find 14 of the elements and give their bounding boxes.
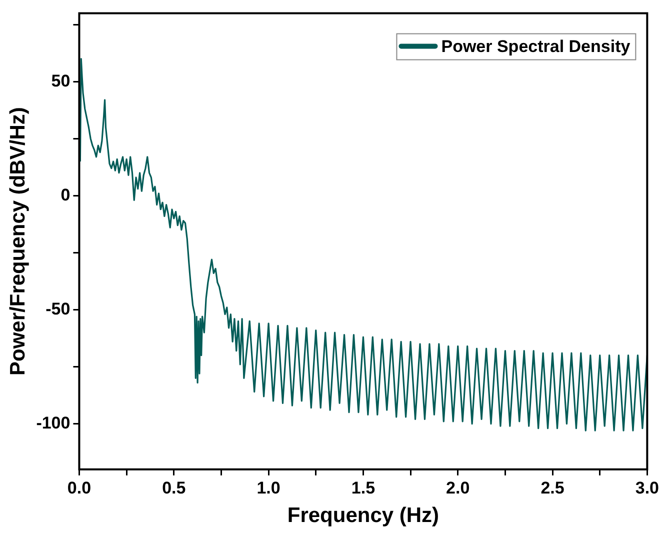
y-axis-title: Power/Frequency (dBV/Hz) xyxy=(6,107,30,376)
x-tick-label: 0.5 xyxy=(162,478,186,498)
y-tick-label: 0 xyxy=(60,185,70,204)
x-tick-label: 3.0 xyxy=(635,478,660,498)
y-tick-label: -50 xyxy=(46,299,70,318)
x-tick-label: 1.0 xyxy=(256,478,280,498)
x-tick-label: 2.5 xyxy=(540,478,564,498)
legend-label: Power Spectral Density xyxy=(441,36,631,56)
y-tick-label: 50 xyxy=(51,71,70,90)
x-tick-label: 2.0 xyxy=(446,478,470,498)
x-axis-title: Frequency (Hz) xyxy=(287,504,440,528)
y-tick-label: -100 xyxy=(36,413,70,432)
x-tick-label: 1.5 xyxy=(351,478,376,498)
x-tick-label: 0.0 xyxy=(67,478,92,498)
